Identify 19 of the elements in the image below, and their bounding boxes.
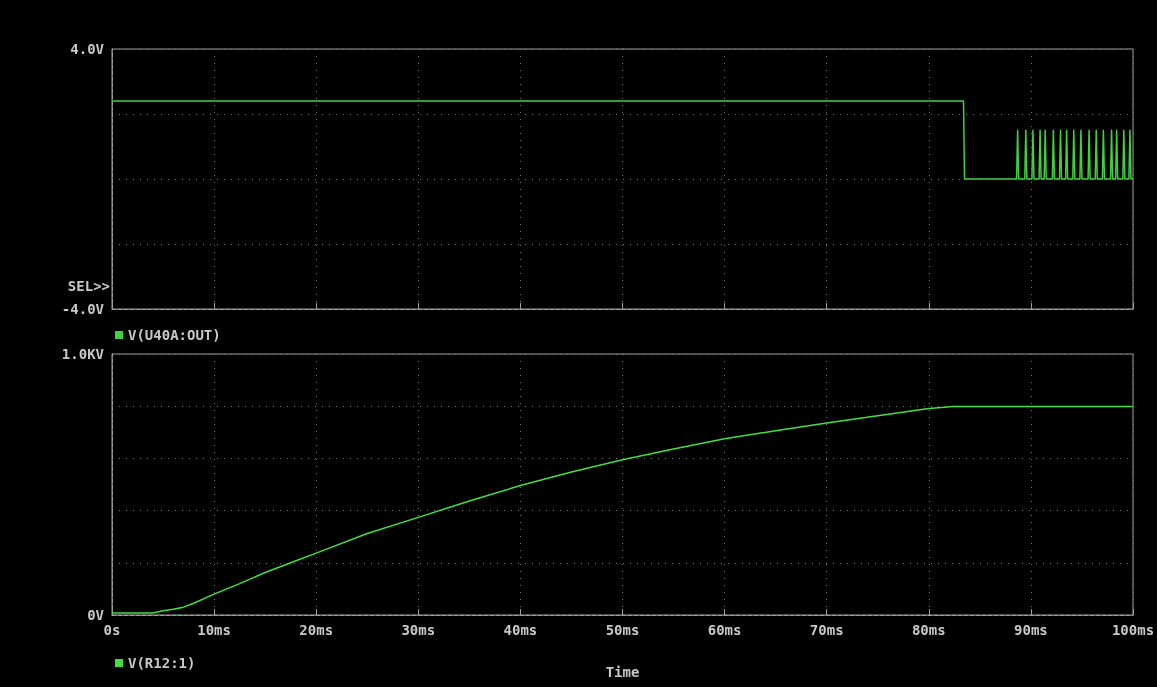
y-tick-label: 1.0KV xyxy=(61,346,105,362)
y-tick-label: -4.0V xyxy=(61,301,105,317)
x-tick-label: 70ms xyxy=(809,622,844,638)
x-tick-label: 100ms xyxy=(1111,622,1155,638)
x-tick-label: 30ms xyxy=(401,622,436,638)
text: SEL>> xyxy=(67,278,111,294)
x-tick-label: 40ms xyxy=(503,622,538,638)
x-tick-label: 0s xyxy=(103,622,121,638)
y-tick-label: 0V xyxy=(87,607,105,623)
legend-label: V(U40A:OUT) xyxy=(128,327,221,343)
x-tick-label: 50ms xyxy=(605,622,640,638)
y-tick-label: 4.0V xyxy=(70,41,105,57)
legend-label: V(R12:1) xyxy=(128,655,196,671)
x-tick-label: 80ms xyxy=(911,622,946,638)
x-tick-label: 60ms xyxy=(707,622,742,638)
x-axis-title: Time xyxy=(605,664,640,680)
x-tick-label: 90ms xyxy=(1014,622,1048,638)
x-tick-label: 10ms xyxy=(197,622,231,638)
x-tick-label: 20ms xyxy=(299,622,334,638)
